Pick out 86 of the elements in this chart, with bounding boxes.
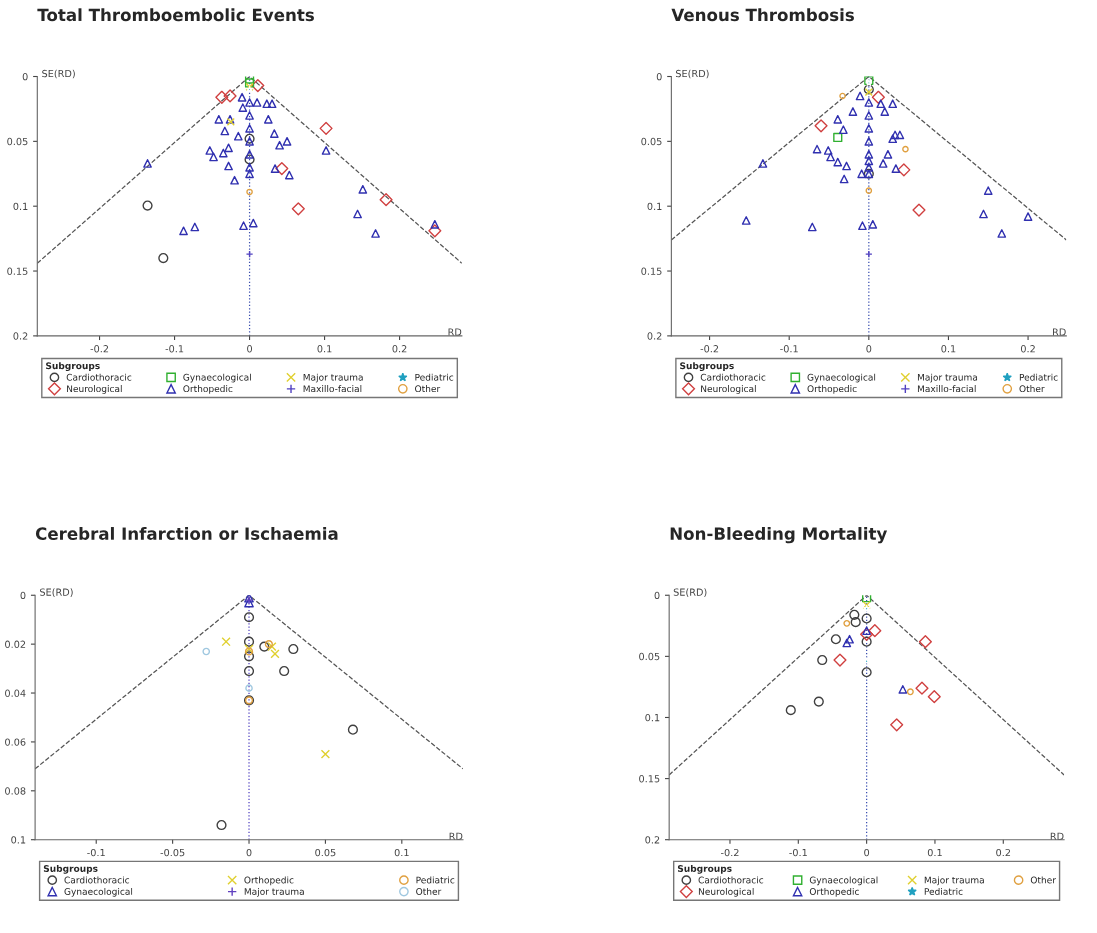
x-tick-label: 0 bbox=[247, 345, 253, 353]
legend-label: Pediatric bbox=[415, 373, 454, 381]
legend-label: Pediatric bbox=[416, 876, 455, 884]
legend-label: Gynaecological bbox=[807, 373, 876, 383]
y-tick-label: 0.15 bbox=[639, 775, 660, 783]
legend-label: Orthopedic bbox=[244, 876, 294, 886]
legend-label: Cardiothoracic bbox=[66, 373, 132, 381]
y-tick-label: 0.05 bbox=[639, 652, 660, 661]
legend-label: Orthopedic bbox=[807, 385, 857, 394]
x-tick-label: 0.05 bbox=[315, 848, 336, 857]
legend-label: Gynaecological bbox=[809, 876, 878, 886]
y-axis-title: SE(RD) bbox=[42, 69, 75, 79]
x-axis-title: RD bbox=[449, 832, 463, 840]
y-tick-label: 0.15 bbox=[7, 267, 28, 275]
y-tick-label: 0.2 bbox=[647, 332, 662, 340]
y-tick-label: 0.2 bbox=[645, 836, 660, 844]
legend-label: Pediatric bbox=[924, 887, 963, 895]
x-tick-label: 0 bbox=[866, 345, 872, 353]
chart-title: Cerebral Infarction or Ischaemia bbox=[35, 527, 338, 540]
y-tick-label: 0.1 bbox=[645, 713, 660, 722]
x-tick-label: -0.2 bbox=[90, 345, 109, 353]
y-tick-label: 0 bbox=[656, 72, 662, 81]
x-tick-label: -0.05 bbox=[160, 848, 185, 857]
y-tick-label: 0.15 bbox=[641, 267, 662, 275]
x-tick-label: 0.2 bbox=[996, 848, 1011, 857]
legend-label: Maxillo-facial bbox=[303, 385, 362, 393]
y-tick-label: 0.05 bbox=[641, 137, 662, 146]
x-tick-label: 0.2 bbox=[1020, 345, 1035, 353]
x-tick-label: 0.1 bbox=[941, 345, 956, 353]
x-tick-label: -0.2 bbox=[700, 345, 719, 353]
legend-label: Gynaecological bbox=[183, 373, 251, 383]
x-tick-label: 0.1 bbox=[394, 848, 409, 857]
legend-title: Subgroups bbox=[46, 362, 100, 371]
x-tick-label: -0.2 bbox=[720, 848, 739, 857]
legend-label: Orthopedic bbox=[809, 887, 859, 897]
legend-label: Major trauma bbox=[244, 887, 304, 897]
y-tick-label: 0.08 bbox=[5, 787, 26, 795]
legend-label: Maxillo-facial bbox=[917, 385, 976, 393]
legend-label: Gynaecological bbox=[64, 887, 133, 897]
x-tick-label: 0 bbox=[246, 848, 252, 857]
chart-title: Total Thromboembolic Events bbox=[37, 8, 314, 22]
y-tick-label: 0.1 bbox=[11, 836, 26, 844]
legend-label: Neurological bbox=[701, 385, 756, 394]
y-tick-label: 0.1 bbox=[13, 202, 28, 211]
legend-label: Neurological bbox=[698, 887, 754, 897]
legend-label: Neurological bbox=[67, 385, 122, 394]
legend-label: Other bbox=[416, 887, 442, 895]
legend-label: Cardiothoracic bbox=[698, 876, 764, 884]
y-tick-label: 0.2 bbox=[13, 332, 28, 340]
legend-label: Major trauma bbox=[924, 876, 984, 886]
x-tick-label: 0.1 bbox=[317, 345, 332, 353]
y-tick-label: 0 bbox=[22, 72, 28, 81]
y-axis-title: SE(RD) bbox=[40, 588, 73, 597]
legend-title: Subgroups bbox=[677, 864, 732, 874]
y-tick-label: 0.05 bbox=[7, 137, 28, 146]
legend-label: Other bbox=[1019, 385, 1045, 393]
legend-label: Pediatric bbox=[1019, 373, 1058, 381]
legend-title: Subgroups bbox=[680, 362, 734, 371]
y-tick-label: 0.04 bbox=[5, 689, 26, 697]
chart-title: Non-Bleeding Mortality bbox=[670, 527, 888, 544]
legend-label: Other bbox=[415, 385, 441, 393]
y-axis-title: SE(RD) bbox=[673, 588, 707, 597]
x-tick-label: 0 bbox=[864, 848, 870, 857]
legend-label: Cardiothoracic bbox=[700, 373, 766, 381]
x-tick-label: 0.1 bbox=[927, 848, 942, 857]
legend-label: Orthopedic bbox=[183, 385, 233, 394]
x-tick-label: -0.1 bbox=[165, 345, 184, 353]
x-tick-label: -0.1 bbox=[87, 848, 105, 857]
y-tick-label: 0 bbox=[20, 591, 26, 600]
y-tick-label: 0.06 bbox=[5, 738, 26, 746]
y-tick-label: 0.02 bbox=[5, 640, 26, 648]
legend-title: Subgroups bbox=[43, 864, 98, 874]
legend-label: Major trauma bbox=[303, 373, 363, 383]
legend-label: Major trauma bbox=[917, 373, 978, 383]
legend-label: Cardiothoracic bbox=[64, 876, 130, 884]
y-tick-label: 0.1 bbox=[647, 202, 662, 211]
y-axis-title: SE(RD) bbox=[675, 69, 709, 79]
x-tick-label: 0.2 bbox=[392, 345, 407, 353]
legend-label: Other bbox=[1030, 876, 1056, 884]
x-axis-title: RD bbox=[448, 328, 462, 336]
chart-title: Venous Thrombosis bbox=[671, 8, 854, 22]
x-axis-title: RD bbox=[1050, 832, 1064, 840]
x-tick-label: -0.1 bbox=[780, 345, 798, 353]
x-axis-title: RD bbox=[1053, 328, 1066, 336]
x-tick-label: -0.1 bbox=[789, 848, 807, 857]
y-tick-label: 0 bbox=[654, 591, 660, 600]
